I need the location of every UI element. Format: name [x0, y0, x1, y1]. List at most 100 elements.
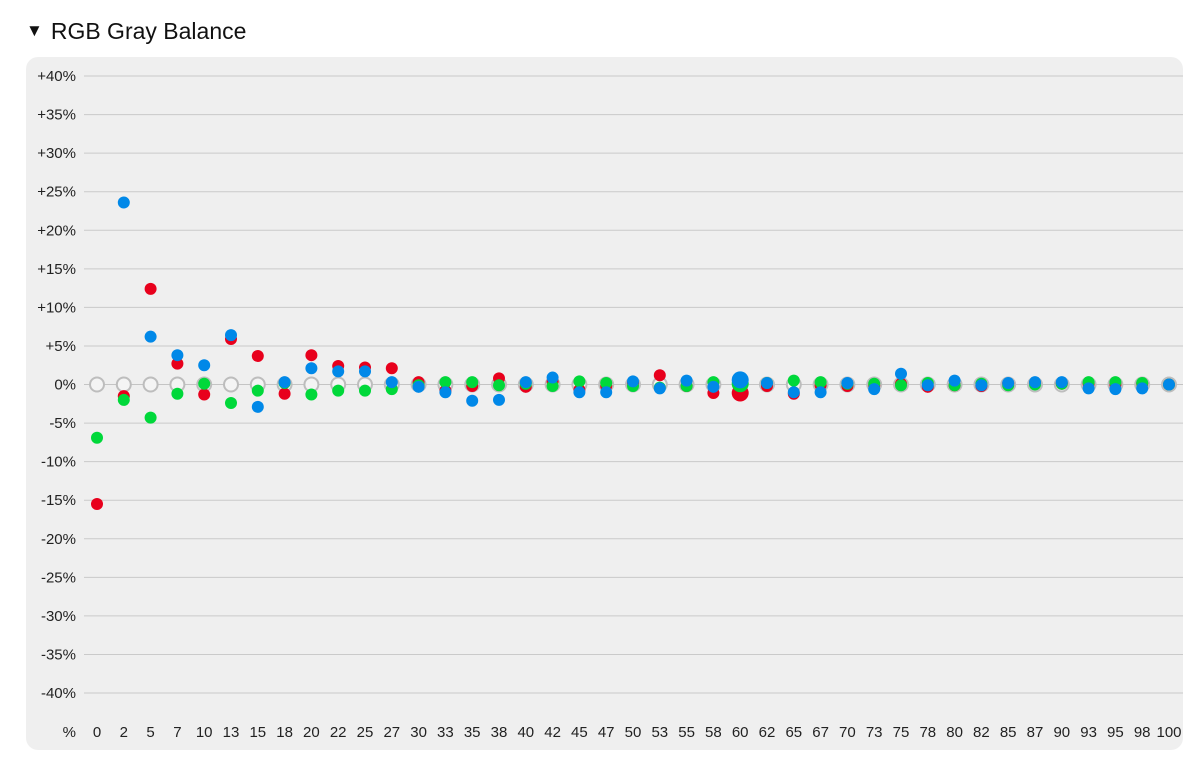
y-tick-label: +15%: [37, 261, 76, 278]
x-tick-label: 70: [839, 724, 856, 741]
y-tick-label: +30%: [37, 145, 76, 162]
x-tick-label: 50: [625, 724, 642, 741]
reference-point: [223, 376, 239, 393]
x-tick-label: 85: [1000, 724, 1017, 741]
data-point: [1002, 376, 1015, 389]
y-tick-label: +35%: [37, 107, 76, 124]
data-point: [385, 362, 398, 375]
y-tick-label: -10%: [41, 454, 76, 471]
data-point: [385, 376, 398, 389]
data-point: [251, 400, 264, 413]
y-tick-label: -40%: [41, 685, 76, 702]
data-point: [144, 330, 157, 343]
x-tick-label: 75: [893, 724, 910, 741]
section-header[interactable]: ▼ RGB Gray Balance: [26, 14, 246, 48]
x-tick-label: 67: [812, 724, 829, 741]
collapse-toggle-icon[interactable]: ▼: [26, 21, 43, 40]
data-point: [1082, 382, 1095, 395]
x-tick-label: 30: [410, 724, 427, 741]
y-tick-label: 0%: [54, 377, 76, 394]
data-point: [868, 383, 881, 396]
x-tick-label: 25: [357, 724, 374, 741]
x-tick-label: 22: [330, 724, 347, 741]
y-tick-label: +5%: [46, 338, 76, 355]
data-point: [359, 365, 371, 378]
x-tick-label: 82: [973, 724, 990, 741]
data-point: [519, 376, 532, 389]
data-point: [305, 388, 318, 401]
data-point: [653, 382, 666, 395]
data-point: [546, 380, 559, 393]
x-unit-label: %: [63, 724, 76, 741]
data-point: [761, 376, 773, 389]
x-tick-label: 100: [1156, 724, 1181, 741]
x-tick-label: 58: [705, 724, 722, 741]
x-tick-label: 53: [651, 724, 668, 741]
x-tick-label: 0: [93, 724, 101, 741]
x-tick-label: 13: [223, 724, 240, 741]
data-point: [975, 379, 988, 392]
gray-balance-chart: +40% +35% +30% +25% +20% +15% +10% +5% 0% -5% -10%…: [37, 68, 1183, 741]
data-point: [573, 375, 586, 388]
y-tick-label: +10%: [37, 299, 76, 316]
y-tick-label: +25%: [37, 184, 76, 201]
data-point: [600, 386, 613, 399]
data-point: [493, 393, 505, 406]
data-point: [493, 379, 505, 392]
data-point: [144, 282, 157, 295]
y-tick-label: -30%: [41, 608, 76, 625]
data-point: [225, 329, 237, 342]
y-tick-label: -35%: [41, 646, 76, 663]
data-point: [198, 388, 211, 401]
section-title: RGB Gray Balance: [50, 17, 247, 44]
data-point: [144, 411, 157, 424]
data-point: [412, 380, 425, 393]
y-tick-label: -5%: [49, 415, 76, 432]
y-tick-label: +20%: [37, 222, 76, 239]
data-point: [1109, 383, 1122, 396]
reference-point: [115, 376, 132, 393]
data-point: [895, 379, 907, 392]
x-tick-label: 98: [1134, 724, 1151, 741]
x-tick-label: 87: [1027, 724, 1044, 741]
y-tick-label: -20%: [41, 531, 76, 548]
data-point: [680, 374, 693, 387]
data-point: [627, 375, 639, 388]
x-tick-label: 5: [146, 724, 154, 741]
data-point: [332, 384, 345, 397]
x-tick-label: 27: [383, 724, 400, 741]
x-tick-label: 62: [759, 724, 776, 741]
x-tick-label: 45: [571, 724, 588, 741]
data-point: [814, 376, 827, 389]
x-tick-label: 60: [732, 724, 749, 741]
x-tick-label: 93: [1080, 724, 1097, 741]
data-point: [117, 196, 130, 209]
x-tick-label: 35: [464, 724, 481, 741]
data-point: [117, 393, 130, 406]
data-point: [198, 377, 211, 390]
data-point: [171, 387, 184, 400]
data-point: [225, 397, 237, 410]
data-point: [198, 359, 211, 372]
data-point: [439, 376, 452, 389]
data-point: [814, 386, 827, 399]
data-point: [439, 386, 452, 399]
x-tick-label: 95: [1107, 724, 1124, 741]
x-tick-label: 47: [598, 724, 615, 741]
x-tick-label: 20: [303, 724, 320, 741]
data-point: [251, 349, 264, 362]
y-tick-label: +40%: [37, 68, 76, 85]
data-point: [841, 376, 854, 389]
data-point: [1055, 376, 1068, 389]
x-tick-label: 7: [173, 724, 181, 741]
y-tick-label: -25%: [41, 569, 76, 586]
y-tick-label: -15%: [41, 492, 76, 509]
data-point: [653, 369, 666, 382]
data-point: [251, 384, 264, 397]
x-tick-label: 65: [785, 724, 802, 741]
data-point: [600, 376, 613, 389]
data-point: [787, 386, 800, 399]
data-point: [707, 380, 720, 393]
reference-point: [89, 376, 105, 393]
data-point: [305, 349, 318, 362]
